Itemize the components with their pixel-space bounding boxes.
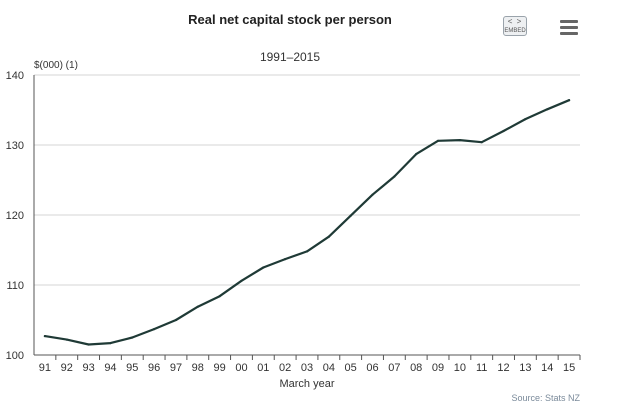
y-tick-label: 140 xyxy=(6,70,24,82)
x-tick-label: 14 xyxy=(541,362,553,374)
x-tick-label: 01 xyxy=(257,362,269,374)
x-tick-label: 03 xyxy=(301,362,313,374)
data-point xyxy=(174,318,178,322)
data-point xyxy=(262,266,265,269)
series-line xyxy=(43,99,571,346)
source-credit: Source: Stats NZ xyxy=(511,393,580,403)
x-tick-label: 06 xyxy=(366,362,378,374)
x-tick-label: 96 xyxy=(148,362,160,374)
x-tick-label: 12 xyxy=(497,362,509,374)
data-point xyxy=(524,118,527,121)
x-tick-label: 09 xyxy=(432,362,444,374)
x-tick-label: 92 xyxy=(61,362,73,374)
y-tick-label: 120 xyxy=(6,210,24,222)
data-point xyxy=(153,328,156,331)
data-point xyxy=(131,336,134,339)
data-point xyxy=(109,342,112,345)
x-tick-label: 99 xyxy=(214,362,226,374)
embed-button[interactable]: < > EMBED xyxy=(503,16,527,36)
x-tick-label: 05 xyxy=(345,362,357,374)
data-point xyxy=(393,175,396,178)
data-point xyxy=(458,139,461,142)
data-point xyxy=(305,250,309,253)
data-point xyxy=(502,129,505,133)
data-point xyxy=(240,279,243,282)
x-tick-label: 04 xyxy=(323,362,335,374)
data-point xyxy=(284,258,287,261)
data-point xyxy=(43,335,47,338)
hamburger-menu-icon[interactable] xyxy=(560,20,578,36)
data-point xyxy=(567,99,571,102)
data-point xyxy=(327,235,330,238)
x-tick-label: 02 xyxy=(279,362,291,374)
y-tick-label: 100 xyxy=(6,350,24,362)
data-point xyxy=(87,343,90,346)
x-tick-label: 98 xyxy=(192,362,204,374)
chart-subtitle: 1991–2015 xyxy=(259,50,321,64)
x-tick-label: 10 xyxy=(454,362,466,374)
chart-title: Real net capital stock per person xyxy=(188,12,392,27)
x-tick-label: 00 xyxy=(235,362,247,374)
x-tick-label: 11 xyxy=(476,362,487,374)
data-point xyxy=(65,338,68,341)
data-point xyxy=(415,153,418,156)
y-tick-label: 110 xyxy=(6,280,24,292)
x-tick-label: 93 xyxy=(82,362,94,374)
data-point xyxy=(546,108,549,111)
embed-label: EMBED xyxy=(504,28,526,34)
data-point xyxy=(371,193,374,196)
x-tick-label: 95 xyxy=(126,362,138,374)
y-tick-label: 130 xyxy=(6,140,24,152)
embed-code-icon: < > xyxy=(507,17,523,26)
data-point xyxy=(436,139,440,142)
x-tick-label: 91 xyxy=(39,362,51,374)
x-tick-label: 08 xyxy=(410,362,422,374)
y-axis-unit-label: $(000) (1) xyxy=(34,60,78,71)
data-point xyxy=(196,305,199,308)
data-point xyxy=(480,141,483,144)
x-tick-label: 15 xyxy=(563,362,575,374)
x-axis-title: March year xyxy=(279,378,334,390)
x-tick-label: 94 xyxy=(104,362,116,374)
data-point xyxy=(218,295,221,298)
x-tick-label: 97 xyxy=(170,362,182,374)
data-point xyxy=(349,214,352,217)
x-tick-label: 07 xyxy=(388,362,400,374)
x-tick-label: 13 xyxy=(519,362,531,374)
